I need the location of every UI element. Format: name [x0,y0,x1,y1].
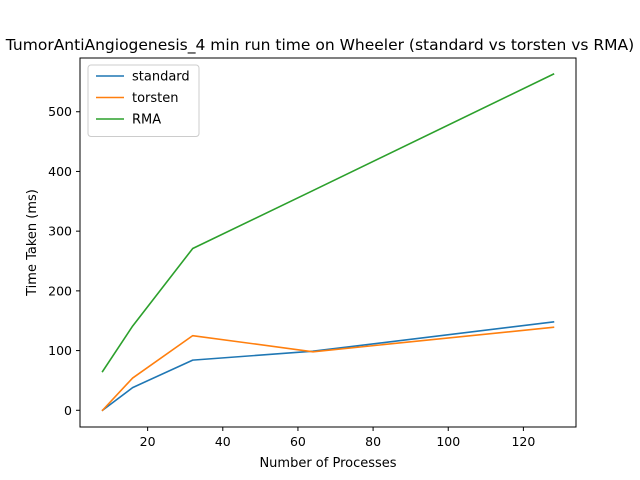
y-tick-label: 400 [48,164,72,179]
x-axis-label: Number of Processes [259,456,396,471]
chart-title: TumorAntiAngiogenesis_4 min run time on … [5,36,634,55]
series-line-torsten [101,326,555,412]
y-tick-label: 300 [48,224,72,239]
plot-area [101,73,555,412]
series-line-standard [101,321,555,412]
x-tick-label: 100 [436,434,460,449]
legend-label-standard: standard [132,70,190,85]
x-tick-label: 20 [140,434,156,449]
legend-label-torsten: torsten [132,91,179,106]
axis-ticks: 20 40 60 80 100 120 0 100 200 300 400 500 [48,104,535,449]
x-tick-label: 120 [511,434,535,449]
y-tick-label: 100 [48,343,72,358]
y-axis-label: Time Taken (ms) [25,189,40,297]
axes-frame [79,57,577,428]
legend-label-rma: RMA [132,113,161,128]
series-line-rma [101,73,555,373]
x-tick-label: 60 [290,434,306,449]
y-tick-label: 500 [48,104,72,119]
y-tick-label: 0 [64,403,72,418]
legend: standard torsten RMA [87,64,200,137]
x-tick-label: 80 [365,434,381,449]
x-tick-label: 40 [215,434,231,449]
y-tick-label: 200 [48,283,72,298]
